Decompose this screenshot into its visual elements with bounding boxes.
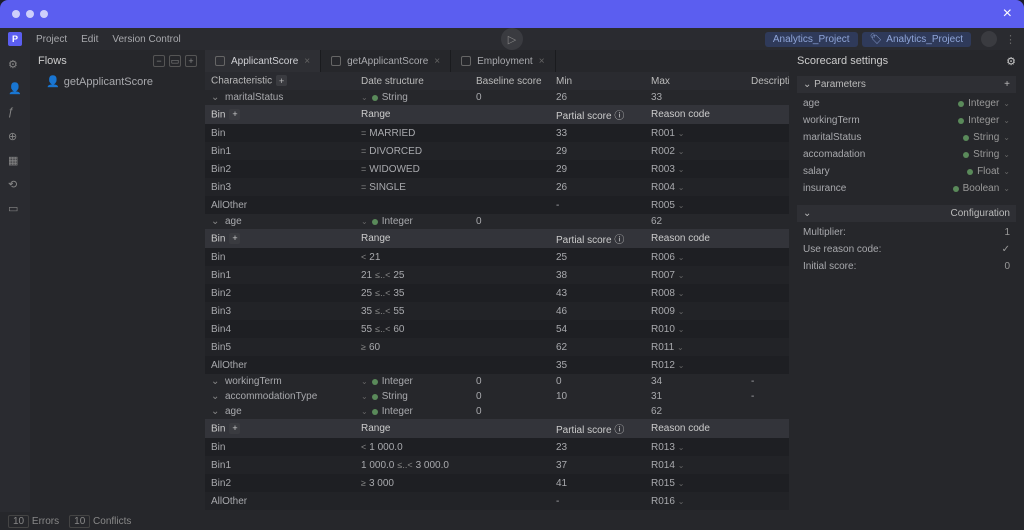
grid-header: Characteristic+ Date structureBaseline s… [205, 72, 789, 90]
config-row[interactable]: Use reason code:✓ [797, 241, 1016, 258]
tab-icon [461, 56, 471, 66]
right-panel: Scorecard settings ⚙ ⌄ Parameters + ageI… [789, 50, 1024, 512]
conflict-count[interactable]: 10 [69, 515, 90, 528]
more-icon[interactable]: ⋮ [1005, 33, 1016, 46]
app-logo: P [8, 32, 22, 46]
dot[interactable] [26, 10, 34, 18]
add-char-icon[interactable]: + [276, 75, 287, 86]
bin-header: Bin+ RangePartial score ⓘReason codeUnex… [205, 105, 789, 124]
chevron-down-icon[interactable]: ⌄ [211, 216, 219, 227]
param-row[interactable]: accomadationString ⌄ [797, 146, 1016, 163]
user-avatar[interactable] [981, 31, 997, 47]
menubar: P Project Edit Version Control ▷ Analyti… [0, 28, 1024, 50]
bin-row[interactable]: Bin< 2125R006 ⌄ [205, 248, 789, 266]
dot[interactable] [40, 10, 48, 18]
gear-icon[interactable]: ⚙ [1006, 55, 1016, 68]
bin-row[interactable]: Bin3= SINGLE26R004 ⌄ [205, 178, 789, 196]
error-count[interactable]: 10 [8, 515, 29, 528]
param-row[interactable]: workingTermInteger ⌄ [797, 112, 1016, 129]
collapse-icon[interactable]: − [153, 55, 165, 67]
add-bin-icon[interactable]: + [229, 109, 240, 120]
add-icon[interactable]: + [185, 55, 197, 67]
dot[interactable] [12, 10, 20, 18]
close-icon[interactable]: × [1003, 5, 1012, 23]
link-icon[interactable]: ⟲ [8, 178, 22, 192]
bin-row[interactable]: Bin< 1 000.023R013 ⌄ [205, 438, 789, 456]
bin-header: Bin+ RangePartial score ⓘReason codeUnex… [205, 229, 789, 248]
menu-project[interactable]: Project [30, 32, 73, 47]
window-titlebar: × [0, 0, 1024, 28]
table-icon[interactable]: ▦ [8, 154, 22, 168]
tab-icon [215, 56, 225, 66]
breadcrumb-item[interactable]: Analytics_Project [765, 32, 858, 47]
editor: ApplicantScore× getApplicantScore× Emplo… [205, 50, 789, 512]
bin-header: Bin+ RangePartial score ⓘReason codeUnex… [205, 419, 789, 438]
characteristic-row[interactable]: ⌄accommodationType ⌄String 01031- [205, 389, 789, 404]
tree-item[interactable]: 👤 getApplicantScore [30, 72, 205, 91]
bin-row[interactable]: Bin121 ≤..< 2538R007 ⌄ [205, 266, 789, 284]
bin-row[interactable]: Bin11 000.0 ≤..< 3 000.037R014 ⌄ [205, 456, 789, 474]
user-icon[interactable]: 👤 [8, 82, 22, 96]
chevron-down-icon[interactable]: ⌄ [211, 406, 219, 417]
config-row[interactable]: Multiplier:1 [797, 224, 1016, 241]
fx-icon[interactable]: ƒ [8, 106, 22, 120]
menu-version-control[interactable]: Version Control [106, 32, 186, 47]
characteristic-row[interactable]: ⌄age ⌄Integer 062 [205, 404, 789, 419]
characteristic-row[interactable]: ⌄maritalStatus ⌄String 02633 [205, 90, 789, 105]
bin-row[interactable]: Bin455 ≤..< 6054R010 ⌄ [205, 320, 789, 338]
bin-row[interactable]: AllOther-R005 ⌄✓ [205, 196, 789, 214]
bin-row[interactable]: Bin335 ≤..< 5546R009 ⌄ [205, 302, 789, 320]
right-panel-header: Scorecard settings ⚙ [789, 50, 1024, 72]
tool-iconbar: ⚙ 👤 ƒ ⊕ ▦ ⟲ ▭ [0, 50, 30, 512]
param-row[interactable]: maritalStatusString ⌄ [797, 129, 1016, 146]
panel-title: Flows [38, 55, 67, 67]
chevron-right-icon[interactable]: ⌄ [211, 376, 219, 387]
run-button[interactable]: ▷ [501, 28, 523, 50]
expand-icon[interactable]: ▭ [169, 55, 181, 67]
globe-icon[interactable]: ⊕ [8, 130, 22, 144]
breadcrumbs: Analytics_Project 🏷Analytics_Project ⋮ [765, 31, 1016, 47]
add-param-icon[interactable]: + [1004, 79, 1010, 90]
statusbar: 10 Errors 10 Conflicts [0, 512, 1024, 530]
bin-row[interactable]: Bin= MARRIED33R001 ⌄ [205, 124, 789, 142]
chevron-down-icon[interactable]: ⌄ [211, 92, 219, 103]
tab-icon [331, 56, 341, 66]
tab-bar: ApplicantScore× getApplicantScore× Emplo… [205, 50, 789, 72]
bin-row[interactable]: AllOther35R012 ⌄✓ [205, 356, 789, 374]
config-section[interactable]: ⌄ Configuration [797, 205, 1016, 222]
bin-row[interactable]: Bin5≥ 6062R011 ⌄ [205, 338, 789, 356]
close-tab-icon[interactable]: × [539, 56, 545, 67]
bin-row[interactable]: Bin2≥ 3 00041R015 ⌄ [205, 474, 789, 492]
menu-edit[interactable]: Edit [75, 32, 104, 47]
right-panel-title: Scorecard settings [797, 55, 888, 67]
tab-get-applicant-score[interactable]: getApplicantScore× [321, 50, 451, 72]
flow-icon: 👤 [46, 75, 60, 88]
chevron-right-icon[interactable]: ⌄ [211, 391, 219, 402]
param-row[interactable]: salaryFloat ⌄ [797, 163, 1016, 180]
breadcrumb-item[interactable]: 🏷Analytics_Project [862, 32, 971, 47]
config-row[interactable]: Initial score:0 [797, 258, 1016, 275]
characteristic-row[interactable]: ⌄workingTerm ⌄Integer 0034- [205, 374, 789, 389]
window-controls [12, 10, 48, 18]
add-bin-icon[interactable]: + [229, 423, 240, 434]
bin-row[interactable]: Bin2= WIDOWED29R003 ⌄ [205, 160, 789, 178]
bin-row[interactable]: AllOther-R016 ⌄✓ [205, 492, 789, 510]
left-panel: Flows − ▭ + 👤 getApplicantScore [30, 50, 205, 512]
param-row[interactable]: insuranceBoolean ⌄ [797, 180, 1016, 197]
panel-header: Flows − ▭ + [30, 50, 205, 72]
scorecard-grid: Characteristic+ Date structureBaseline s… [205, 72, 789, 512]
parameters-section[interactable]: ⌄ Parameters + [797, 76, 1016, 93]
doc-icon[interactable]: ▭ [8, 202, 22, 216]
close-tab-icon[interactable]: × [304, 56, 310, 67]
param-row[interactable]: ageInteger ⌄ [797, 95, 1016, 112]
tab-employment[interactable]: Employment× [451, 50, 555, 72]
flows-icon[interactable]: ⚙ [8, 58, 22, 72]
close-tab-icon[interactable]: × [434, 56, 440, 67]
tab-applicant-score[interactable]: ApplicantScore× [205, 50, 321, 72]
characteristic-row[interactable]: ⌄age ⌄Integer 062 [205, 214, 789, 229]
bin-row[interactable]: Bin1= DIVORCED29R002 ⌄ [205, 142, 789, 160]
tree-label: getApplicantScore [64, 76, 153, 88]
add-bin-icon[interactable]: + [229, 233, 240, 244]
bin-row[interactable]: Bin225 ≤..< 3543R008 ⌄ [205, 284, 789, 302]
